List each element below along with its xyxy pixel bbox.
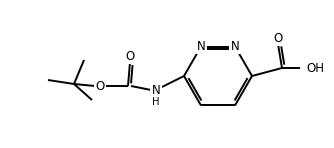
Text: N: N bbox=[197, 40, 205, 53]
Text: O: O bbox=[96, 79, 105, 92]
Text: O: O bbox=[125, 49, 135, 62]
Text: H: H bbox=[152, 97, 160, 107]
Text: O: O bbox=[273, 32, 283, 45]
Text: N: N bbox=[152, 83, 160, 96]
Text: OH: OH bbox=[306, 62, 324, 74]
Text: N: N bbox=[230, 40, 239, 53]
